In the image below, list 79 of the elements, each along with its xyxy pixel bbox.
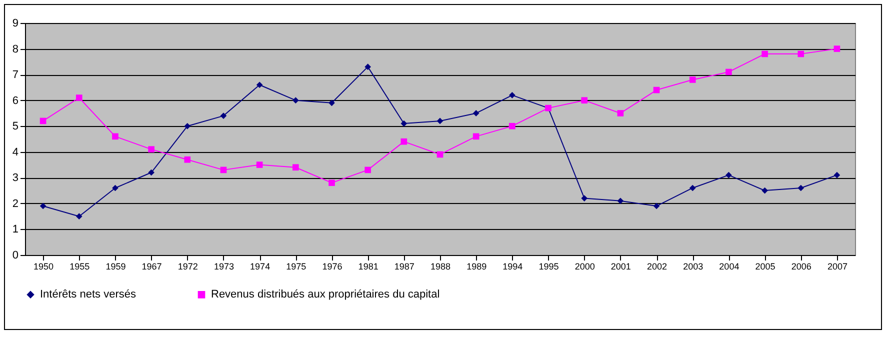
point	[220, 112, 227, 119]
point	[762, 187, 768, 194]
point	[653, 86, 660, 94]
point	[653, 202, 660, 210]
x-tick-label: 1981	[358, 262, 378, 272]
point	[184, 122, 191, 130]
point	[726, 172, 732, 178]
x-tick-label: 1972	[178, 262, 198, 272]
legend-label: Revenus distribués aux propriétaires du capital	[211, 288, 440, 301]
y-tick-label: 2	[12, 198, 18, 210]
x-tick-label: 1950	[34, 262, 54, 272]
y-tick-label: 4	[12, 146, 18, 158]
y-tick-label: 1	[12, 224, 18, 236]
point	[472, 133, 480, 140]
point	[148, 146, 154, 152]
point	[436, 118, 444, 124]
point	[112, 184, 118, 192]
point	[292, 164, 299, 171]
y-tick-label: 0	[12, 250, 18, 262]
x-tick-label: 2007	[827, 262, 848, 272]
x-tick-label: 1995	[538, 262, 559, 272]
point	[581, 195, 588, 202]
x-tick-label: 2001	[610, 262, 631, 272]
point	[148, 169, 154, 176]
point	[689, 76, 696, 83]
point	[76, 94, 82, 101]
x-tick-label: 1967	[142, 262, 162, 272]
x-tick-label: 2005	[755, 262, 776, 272]
y-tick-label: 9	[12, 18, 18, 30]
point	[509, 122, 516, 130]
point	[328, 180, 335, 186]
point	[834, 46, 840, 52]
point	[328, 100, 335, 106]
x-tick-label: 1975	[286, 262, 306, 272]
point	[834, 172, 840, 178]
point	[364, 64, 371, 70]
x-tick-label: 1976	[322, 262, 342, 272]
point	[509, 92, 516, 98]
point	[436, 151, 444, 158]
point	[256, 82, 263, 88]
point	[76, 213, 82, 220]
x-tick-label: 2004	[719, 262, 740, 272]
point	[256, 162, 263, 168]
x-tick-label: 1988	[430, 262, 451, 272]
point	[40, 118, 46, 124]
legend-label: Intérêts nets versés	[40, 288, 136, 301]
x-tick-label: 2002	[647, 262, 668, 272]
x-tick-label: 1994	[502, 262, 523, 272]
point	[364, 166, 371, 174]
x-tick-label: 1989	[466, 262, 487, 272]
x-tick-label: 1959	[106, 262, 126, 272]
point	[726, 68, 732, 76]
point	[581, 97, 588, 104]
x-tick-label: 1987	[394, 262, 414, 272]
y-tick-label: 3	[12, 172, 18, 184]
point	[798, 50, 804, 58]
point	[400, 138, 408, 145]
x-tick-label: 1955	[70, 262, 90, 272]
point	[689, 184, 696, 192]
point	[112, 133, 118, 140]
point	[798, 184, 804, 192]
point	[184, 156, 191, 163]
point	[292, 97, 299, 104]
y-tick-label: 8	[12, 43, 18, 56]
x-tick-label: 1973	[214, 262, 234, 272]
y-tick-label: 7	[12, 69, 18, 82]
point	[220, 166, 227, 174]
point	[40, 202, 46, 210]
x-tick-label: 1974	[250, 262, 270, 272]
x-tick-label: 2003	[683, 262, 704, 272]
y-tick-label: 5	[12, 120, 18, 133]
point	[617, 110, 624, 116]
point	[762, 50, 768, 58]
x-tick-label: 2006	[791, 262, 812, 272]
point	[617, 198, 624, 204]
point	[400, 120, 408, 127]
point	[472, 110, 480, 116]
y-tick-label: 6	[12, 94, 18, 107]
x-tick-label: 2000	[574, 262, 595, 272]
